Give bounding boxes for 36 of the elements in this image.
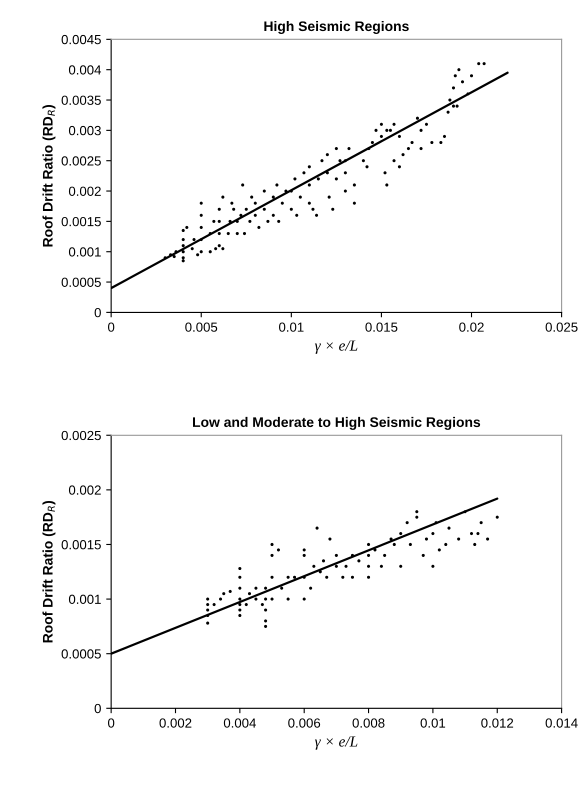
x-tick-label: 0.01 [279,322,304,332]
y-tick-label: 0.0025 [62,430,101,440]
x-axis-title: γ × e/L [314,340,358,354]
y-tick-label: 0.0015 [62,540,101,550]
x-tick-label: 0.025 [546,322,578,332]
chart-title: High Seismic Regions [264,20,409,34]
x-tick-label: 0.005 [185,322,218,332]
x-tick-label: 0.02 [459,322,484,332]
y-tick-label: 0.001 [68,247,101,257]
y-tick-label: 0.001 [68,594,101,604]
x-tick-label: 0 [108,718,114,728]
x-tick-label: 0.014 [546,718,578,728]
y-tick-label: 0.0005 [62,278,101,287]
y-tick-label: 0.0015 [62,216,101,226]
y-tick-label: 0.0035 [62,96,101,105]
x-tick-label: 0.008 [352,718,384,728]
x-tick-label: 0.015 [365,322,398,332]
x-tick-label: 0.006 [288,718,320,728]
y-axis-title: Roof Drift Ratio (RD$_{R}$) [42,500,56,642]
x-tick-label: 0 [108,322,114,332]
x-tick-label: 0.004 [224,718,256,728]
y-axis-title: Roof Drift Ratio (RD$_{R}$) [42,105,56,246]
x-tick-label: 0.01 [420,718,446,728]
y-tick-label: 0.0045 [62,34,101,44]
x-axis-title: γ × e/L [314,736,358,750]
y-tick-label: 0.0025 [62,156,101,166]
y-tick-label: 0.002 [68,186,101,196]
y-tick-label: 0.002 [68,485,101,495]
y-tick-label: 0.003 [68,126,101,136]
x-tick-label: 0.002 [160,718,192,728]
y-tick-label: 0.004 [68,65,102,75]
y-tick-label: 0 [94,308,101,318]
y-tick-label: 0 [94,704,101,714]
x-tick-label: 0.012 [481,718,514,728]
y-tick-label: 0.0005 [62,649,101,659]
chart-title: Low and Moderate to High Seismic Regions [193,416,480,430]
